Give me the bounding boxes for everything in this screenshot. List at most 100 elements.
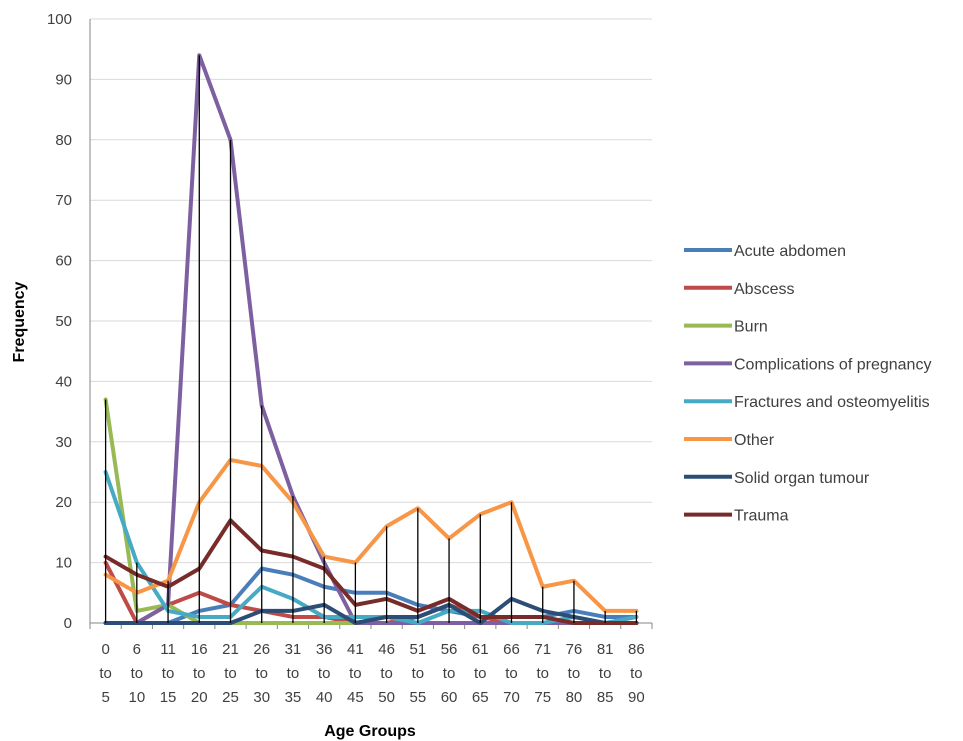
x-tick-label-line: 86	[628, 641, 645, 658]
x-tick-label-line: 70	[503, 689, 520, 706]
legend-item: Trauma	[684, 508, 789, 525]
x-tick-label-line: 51	[409, 641, 426, 658]
x-tick-label-line: to	[505, 665, 518, 682]
legend-label: Trauma	[734, 508, 789, 525]
x-tick-label-line: 66	[503, 641, 520, 658]
x-tick-label-line: to	[536, 665, 549, 682]
y-axis-title: Frequency	[11, 281, 28, 362]
x-tick-label-line: to	[599, 665, 612, 682]
x-axis-title: Age Groups	[324, 723, 416, 740]
x-tick-label-line: to	[162, 665, 175, 682]
legend-label: Other	[734, 432, 775, 449]
x-tick-label-line: 21	[222, 641, 239, 658]
x-tick-label-line: to	[287, 665, 300, 682]
x-tick-label-line: 11	[160, 641, 176, 658]
x-tick-label: 86 to 90	[628, 641, 645, 706]
x-tick-label-line: to	[131, 665, 144, 682]
legend: Acute abdomen Abscess Burn Complications of…	[684, 243, 931, 525]
x-tick-label-line: to	[349, 665, 362, 682]
x-tick-label: 81 to 85	[597, 641, 614, 706]
legend-item: Complications of pregnancy	[684, 356, 931, 373]
x-tick-label-line: 45	[347, 689, 364, 706]
x-tick-label: 46 to 50	[378, 641, 395, 706]
legend-item: Abscess	[684, 281, 794, 298]
series-line-solid-organ-tumour	[103, 596, 639, 625]
x-tick-label-line: 0	[101, 641, 109, 658]
series-lines	[103, 53, 639, 625]
x-tick-label-line: 6	[133, 641, 141, 658]
drop-lines	[104, 55, 638, 623]
x-tick-label-line: to	[568, 665, 581, 682]
x-tick-label: 56 to 60	[441, 641, 458, 706]
x-tick-label: 6 to 10	[128, 641, 145, 706]
x-tick-label-line: 31	[285, 641, 302, 658]
x-tick-label-line: 60	[441, 689, 458, 706]
y-tick-label: 0	[64, 615, 72, 632]
x-tick-label-line: 46	[378, 641, 395, 658]
x-tick-label-line: to	[255, 665, 268, 682]
legend-label: Acute abdomen	[734, 243, 846, 260]
y-tick-label: 100	[47, 11, 72, 28]
legend-label: Solid organ tumour	[734, 470, 870, 487]
x-tick-label-line: 40	[316, 689, 333, 706]
legend-item: Solid organ tumour	[684, 470, 870, 487]
x-tick-label: 0 to 5	[99, 641, 112, 706]
x-tick-label-line: 10	[128, 689, 145, 706]
series-line-other	[103, 457, 639, 613]
x-tick-label: 66 to 70	[503, 641, 520, 706]
x-tick-label: 16 to 20	[191, 641, 208, 706]
x-tick-label-line: 20	[191, 689, 208, 706]
series-line-trauma	[103, 518, 639, 625]
x-tick-label-line: to	[99, 665, 112, 682]
x-tick-label-line: to	[380, 665, 393, 682]
y-tick-label: 20	[55, 494, 72, 511]
x-tick-label-line: 26	[253, 641, 270, 658]
axes	[89, 19, 653, 629]
series-line-fractures-and-osteomyelitis	[103, 470, 639, 625]
x-tick-label-line: 90	[628, 689, 645, 706]
x-tick-label-line: 30	[253, 689, 270, 706]
y-tick-label: 10	[55, 555, 72, 572]
x-tick-label-line: 41	[347, 641, 364, 658]
legend-item: Fractures and osteomyelitis	[684, 394, 930, 411]
y-tick-label: 80	[55, 132, 72, 149]
x-tick-label: 26 to 30	[253, 641, 270, 706]
gridlines	[90, 18, 652, 564]
x-tick-label-line: 15	[160, 689, 177, 706]
x-tick-label-line: 56	[441, 641, 458, 658]
y-tick-label: 60	[55, 253, 72, 270]
y-tick-label: 40	[55, 373, 72, 390]
x-tick-label-line: 81	[597, 641, 614, 658]
x-tick-label: 76 to 80	[566, 641, 583, 706]
legend-label: Fractures and osteomyelitis	[734, 394, 930, 411]
x-tick-label-line: to	[224, 665, 237, 682]
x-tick-label: 51 to 55	[409, 641, 426, 706]
x-tick-label-line: 75	[534, 689, 551, 706]
x-tick-label-line: 50	[378, 689, 395, 706]
legend-label: Burn	[734, 319, 768, 336]
legend-item: Other	[684, 432, 775, 449]
x-tick-label: 41 to 45	[347, 641, 364, 706]
x-tick-labels: 0to56to1011to1516to2021to2526to3031to353…	[99, 641, 644, 706]
y-tick-label: 90	[55, 71, 72, 88]
x-tick-label: 61 to 65	[472, 641, 489, 706]
x-tick-label: 71 to 75	[534, 641, 551, 706]
x-tick-label: 31 to 35	[285, 641, 302, 706]
y-tick-labels: 0 10 20 30 40 50 60 70 80 90 100	[47, 11, 72, 632]
legend-label: Complications of pregnancy	[734, 356, 931, 373]
x-tick-label-line: 71	[534, 641, 551, 658]
x-tick-label-line: 76	[566, 641, 583, 658]
x-tick-label-line: 16	[191, 641, 208, 658]
legend-label: Abscess	[734, 281, 794, 298]
x-tick-label: 11 to 15	[160, 641, 177, 706]
x-tick-label: 36 to 40	[316, 641, 333, 706]
x-tick-label-line: 36	[316, 641, 333, 658]
x-tick-label-line: 85	[597, 689, 614, 706]
x-tick-label-line: to	[193, 665, 206, 682]
series-line-burn	[103, 397, 639, 625]
x-tick-label-line: to	[412, 665, 425, 682]
x-tick-label-line: 5	[101, 689, 109, 706]
x-tick-label-line: 25	[222, 689, 239, 706]
